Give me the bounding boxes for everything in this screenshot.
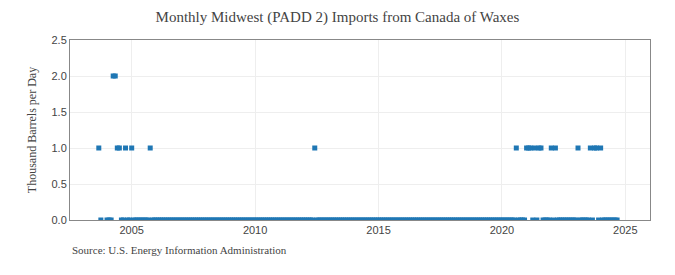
svg-text:2005: 2005 — [119, 224, 143, 236]
svg-text:2020: 2020 — [490, 224, 514, 236]
svg-text:2025: 2025 — [613, 224, 637, 236]
svg-text:Thousand Barrels per Day: Thousand Barrels per Day — [25, 67, 39, 193]
svg-text:1.5: 1.5 — [52, 106, 67, 118]
svg-text:2015: 2015 — [366, 224, 390, 236]
svg-text:2.5: 2.5 — [52, 34, 67, 46]
svg-text:2.0: 2.0 — [52, 70, 67, 82]
svg-text:0.0: 0.0 — [52, 214, 67, 226]
svg-text:1.0: 1.0 — [52, 142, 67, 154]
svg-text:0.5: 0.5 — [52, 178, 67, 190]
svg-text:Source: U.S. Energy Informatio: Source: U.S. Energy Information Administ… — [72, 244, 287, 256]
svg-text:2010: 2010 — [243, 224, 267, 236]
svg-text:Monthly Midwest (PADD 2) Impor: Monthly Midwest (PADD 2) Imports from Ca… — [156, 9, 520, 26]
